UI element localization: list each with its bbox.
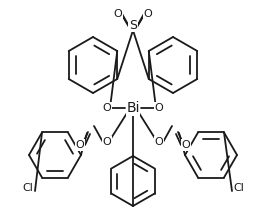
Text: Cl: Cl xyxy=(23,183,33,193)
Text: O: O xyxy=(76,140,84,150)
Text: O: O xyxy=(182,140,190,150)
Text: O: O xyxy=(144,9,152,19)
Text: O: O xyxy=(114,9,122,19)
Text: O: O xyxy=(103,137,111,147)
Text: O: O xyxy=(155,103,163,113)
Text: O: O xyxy=(103,103,111,113)
Text: S: S xyxy=(129,19,137,31)
Text: Bi: Bi xyxy=(126,101,140,115)
Text: O: O xyxy=(155,137,163,147)
Text: Cl: Cl xyxy=(234,183,244,193)
